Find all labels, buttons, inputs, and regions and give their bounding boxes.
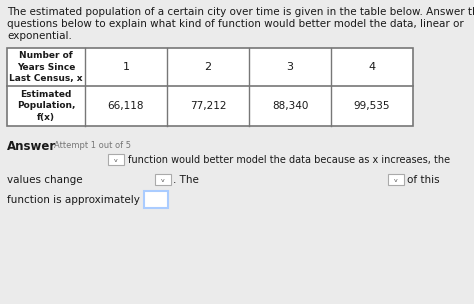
Bar bbox=[155, 174, 171, 185]
Text: v: v bbox=[394, 178, 398, 182]
Text: function would better model the data because as x increases, the: function would better model the data bec… bbox=[128, 155, 450, 165]
Text: 2: 2 bbox=[204, 62, 211, 72]
Text: v: v bbox=[114, 157, 118, 163]
Text: 66,118: 66,118 bbox=[108, 101, 144, 111]
Text: Estimated
Population,
f(x): Estimated Population, f(x) bbox=[17, 90, 75, 122]
Text: function is approximately: function is approximately bbox=[7, 195, 140, 205]
Text: exponential.: exponential. bbox=[7, 31, 72, 41]
Text: of this: of this bbox=[407, 175, 439, 185]
Text: values change: values change bbox=[7, 175, 82, 185]
Bar bbox=[7, 48, 413, 126]
Bar bbox=[108, 154, 124, 164]
Bar bbox=[144, 191, 168, 208]
Text: 3: 3 bbox=[286, 62, 293, 72]
Text: Number of
Years Since
Last Census, x: Number of Years Since Last Census, x bbox=[9, 51, 83, 83]
Text: Answer: Answer bbox=[7, 140, 56, 153]
Text: 88,340: 88,340 bbox=[272, 101, 308, 111]
Text: 99,535: 99,535 bbox=[354, 101, 390, 111]
Text: Attempt 1 out of 5: Attempt 1 out of 5 bbox=[54, 141, 131, 150]
Bar bbox=[388, 174, 404, 185]
Text: 1: 1 bbox=[122, 62, 129, 72]
Text: 77,212: 77,212 bbox=[190, 101, 226, 111]
Text: v: v bbox=[161, 178, 165, 182]
Text: 4: 4 bbox=[368, 62, 375, 72]
Text: questions below to explain what kind of function would better model the data, li: questions below to explain what kind of … bbox=[7, 19, 464, 29]
Text: The estimated population of a certain city over time is given in the table below: The estimated population of a certain ci… bbox=[7, 7, 474, 17]
Text: . The: . The bbox=[173, 175, 199, 185]
